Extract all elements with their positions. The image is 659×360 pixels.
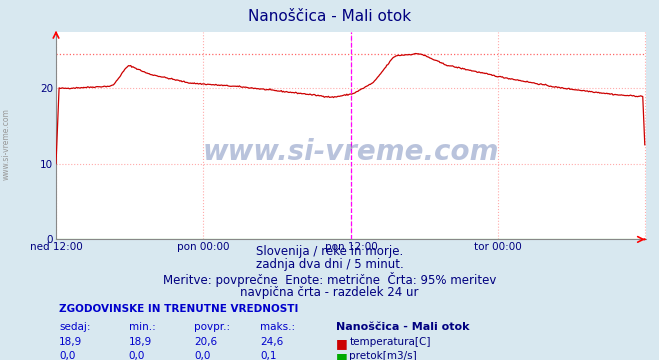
Text: maks.:: maks.: xyxy=(260,322,295,332)
Text: 24,6: 24,6 xyxy=(260,337,283,347)
Text: povpr.:: povpr.: xyxy=(194,322,231,332)
Text: 18,9: 18,9 xyxy=(59,337,82,347)
Text: 0,0: 0,0 xyxy=(194,351,211,360)
Text: min.:: min.: xyxy=(129,322,156,332)
Text: Meritve: povprečne  Enote: metrične  Črta: 95% meritev: Meritve: povprečne Enote: metrične Črta:… xyxy=(163,272,496,287)
Text: sedaj:: sedaj: xyxy=(59,322,91,332)
Text: zadnja dva dni / 5 minut.: zadnja dva dni / 5 minut. xyxy=(256,258,403,271)
Text: pretok[m3/s]: pretok[m3/s] xyxy=(349,351,417,360)
Text: ■: ■ xyxy=(336,337,348,350)
Text: navpična črta - razdelek 24 ur: navpična črta - razdelek 24 ur xyxy=(241,286,418,299)
Text: 0,1: 0,1 xyxy=(260,351,277,360)
Text: temperatura[C]: temperatura[C] xyxy=(349,337,431,347)
Text: Slovenija / reke in morje.: Slovenija / reke in morje. xyxy=(256,245,403,258)
Text: www.si-vreme.com: www.si-vreme.com xyxy=(203,139,499,166)
Text: 0,0: 0,0 xyxy=(59,351,76,360)
Text: www.si-vreme.com: www.si-vreme.com xyxy=(2,108,11,180)
Text: Nanoščica - Mali otok: Nanoščica - Mali otok xyxy=(248,9,411,24)
Text: 0,0: 0,0 xyxy=(129,351,145,360)
Text: Nanoščica - Mali otok: Nanoščica - Mali otok xyxy=(336,322,470,332)
Text: ZGODOVINSKE IN TRENUTNE VREDNOSTI: ZGODOVINSKE IN TRENUTNE VREDNOSTI xyxy=(59,304,299,314)
Text: ■: ■ xyxy=(336,351,348,360)
Text: 20,6: 20,6 xyxy=(194,337,217,347)
Text: 18,9: 18,9 xyxy=(129,337,152,347)
